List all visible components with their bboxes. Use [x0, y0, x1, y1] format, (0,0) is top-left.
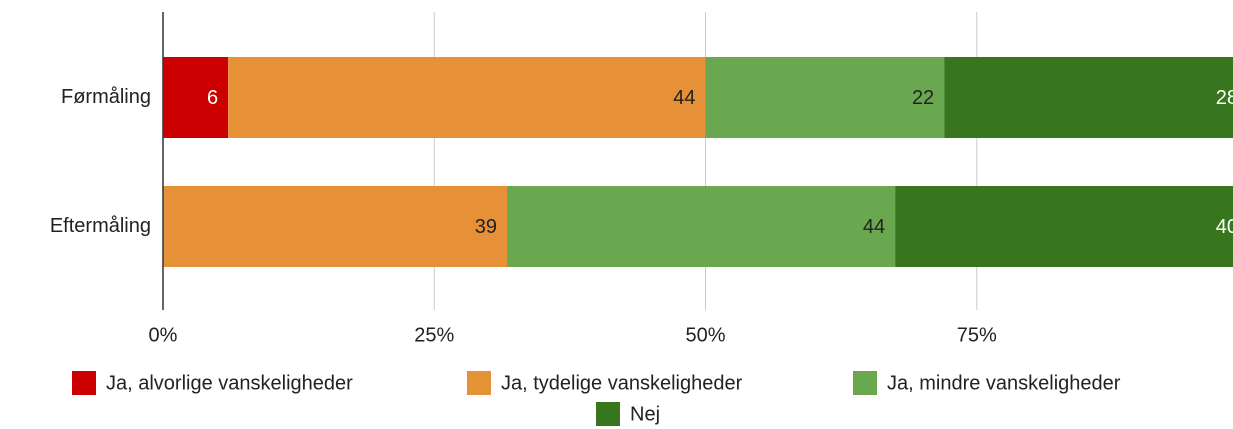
legend-label: Ja, tydelige vanskeligheder [501, 372, 743, 394]
bar-segment [507, 186, 896, 267]
x-tick-label: 0% [149, 324, 178, 346]
x-tick-label: 50% [685, 324, 725, 346]
legend-swatch [596, 402, 620, 426]
legend-label: Ja, mindre vanskeligheder [887, 372, 1121, 394]
data-label: 39 [475, 216, 497, 238]
y-tick-label: Eftermåling [50, 215, 151, 237]
data-label: 28 [1216, 87, 1233, 109]
bar-segment [944, 57, 1233, 138]
bar-segment [228, 57, 706, 138]
data-label: 44 [673, 87, 695, 109]
y-tick-label: Førmåling [61, 86, 151, 108]
bar-segment [163, 57, 229, 138]
legend-swatch [853, 371, 877, 395]
x-tick-label: 75% [957, 324, 997, 346]
data-label: 6 [207, 87, 218, 109]
bar-segment [705, 57, 945, 138]
data-label: 44 [863, 216, 885, 238]
legend-label: Ja, alvorlige vanskeligheder [106, 372, 353, 394]
legend-swatch [72, 371, 96, 395]
bar-segment [895, 186, 1233, 267]
data-label: 22 [912, 87, 934, 109]
legend-label: Nej [630, 403, 660, 425]
data-label: 40 [1216, 216, 1233, 238]
legend-swatch [467, 371, 491, 395]
bar-segment [163, 186, 508, 267]
x-tick-label: 25% [414, 324, 454, 346]
